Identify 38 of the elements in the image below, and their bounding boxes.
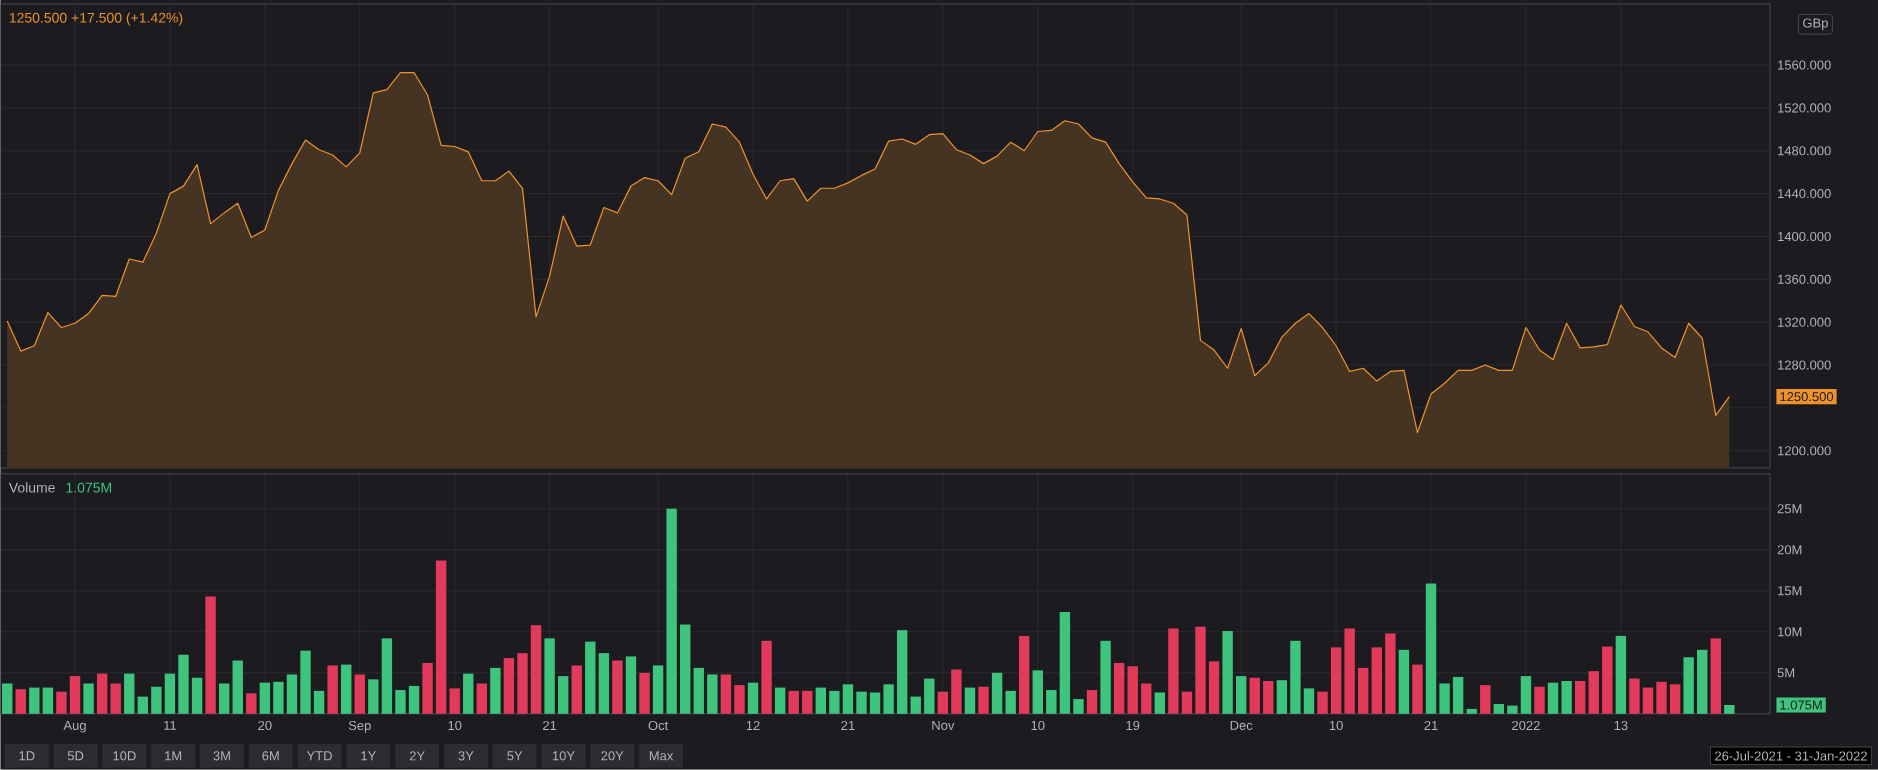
bar	[124, 673, 135, 714]
bar	[964, 687, 976, 714]
bar	[1724, 705, 1735, 714]
bar	[585, 641, 596, 714]
bar	[761, 640, 772, 714]
bar	[327, 665, 338, 714]
bar	[354, 674, 365, 714]
bar	[1710, 638, 1721, 714]
bar	[341, 664, 352, 714]
bar	[1019, 635, 1030, 714]
bar	[1534, 686, 1545, 714]
bar	[571, 665, 582, 714]
bar	[774, 687, 786, 714]
bar	[978, 686, 989, 714]
bar	[246, 693, 257, 714]
bar	[1154, 692, 1166, 714]
bar	[747, 682, 759, 714]
bar	[218, 683, 230, 714]
bar	[490, 667, 501, 714]
bar	[1113, 663, 1125, 714]
bar	[476, 683, 488, 714]
bar	[625, 656, 637, 714]
bar	[205, 596, 216, 714]
bar	[1398, 649, 1410, 714]
bar	[612, 660, 623, 714]
bar	[598, 653, 610, 714]
bar	[83, 683, 94, 714]
bar	[1615, 635, 1627, 714]
bar	[1100, 640, 1111, 714]
bar	[1480, 685, 1491, 714]
bar	[463, 673, 474, 714]
bar	[1574, 681, 1586, 714]
bar	[232, 660, 243, 714]
bar	[639, 672, 650, 714]
bar	[2, 683, 13, 714]
bar	[1086, 690, 1098, 714]
bar	[15, 689, 26, 714]
bar	[1412, 664, 1423, 714]
